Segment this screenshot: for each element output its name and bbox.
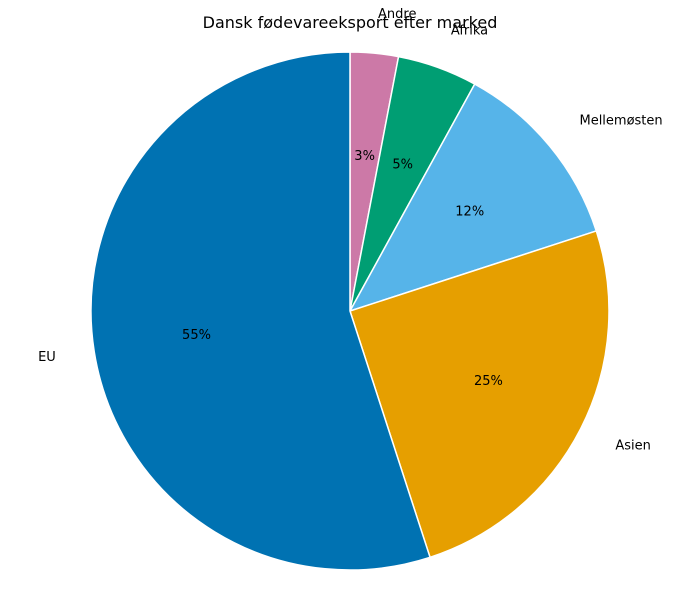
pie-percent-labels: 3% 5% 12% 25% 55%: [182, 149, 503, 389]
pie-category-label: Andre: [378, 7, 416, 22]
pie-category-labels: Andre Afrika Mellemøsten Asien EU: [38, 7, 663, 454]
pie-category-label: EU: [38, 350, 56, 365]
pie-percent-label: 25%: [474, 374, 503, 389]
pie-percent-label: 3%: [354, 149, 375, 164]
pie-percent-label: 55%: [182, 328, 211, 343]
pie-category-label: Afrika: [451, 23, 488, 38]
pie-slice-eu: [90, 51, 431, 571]
pie-slice-mellemøsten: [348, 83, 598, 313]
pie-percent-label: 12%: [455, 204, 484, 219]
pie-category-label: Asien: [615, 439, 651, 454]
pie-percent-label: 5%: [392, 157, 413, 172]
pie-slices: [90, 51, 610, 571]
pie-slice-asien: [349, 230, 610, 559]
pie-category-label: Mellemøsten: [579, 114, 662, 129]
chart-title: Dansk fødevareeksport efter marked: [203, 13, 498, 32]
